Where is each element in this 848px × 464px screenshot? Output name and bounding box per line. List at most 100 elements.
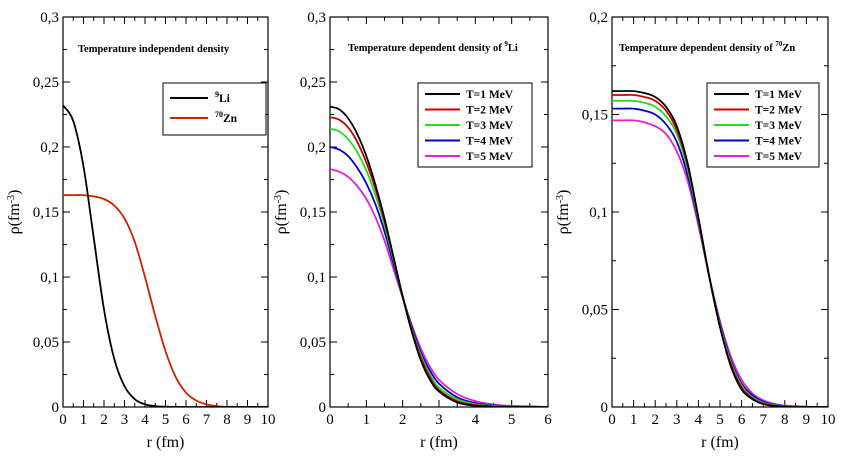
x-tick-label: 10 — [261, 412, 276, 428]
panel-title-text: Temperature dependent density of — [348, 43, 504, 54]
panel-title-text: Temperature dependent density of — [619, 43, 775, 54]
y-axis-label-suffix: ) — [555, 190, 572, 195]
y-tick-label: 0,05 — [33, 335, 59, 351]
y-tick-label: 0,1 — [307, 270, 326, 286]
x-tick-label: 9 — [244, 412, 252, 428]
legend-box — [162, 82, 267, 136]
y-axis-label-text: ρ(fm — [555, 203, 572, 235]
y-tick-label: 0,15 — [33, 205, 59, 221]
y-tick-label: 0 — [52, 400, 60, 416]
legend-label: T=3 MeV — [755, 120, 803, 132]
x-tick-label: 3 — [673, 412, 681, 428]
y-tick-label: 0,25 — [33, 75, 59, 91]
x-axis-label: r (fm) — [420, 434, 458, 451]
y-tick-label: 0,2 — [589, 10, 608, 26]
panel-title: Temperature independent density — [78, 44, 230, 55]
x-tick-label: 5 — [508, 412, 516, 428]
y-axis-label-suffix: ) — [273, 190, 290, 195]
series-group — [330, 105, 548, 407]
y-tick-label: 0,3 — [40, 10, 59, 26]
panel-title: Temperature dependent density of 70Zn — [619, 40, 795, 54]
x-tick-label: 1 — [80, 412, 88, 428]
panel-title-suffix: Li — [508, 43, 518, 54]
y-axis-label: ρ(fm-3) — [6, 190, 23, 235]
plot-frame — [329, 16, 549, 408]
x-tick-label: 5 — [716, 412, 724, 428]
legend-label: T=5 MeV — [755, 151, 803, 163]
plot-frame — [611, 16, 829, 408]
legend-label: T=5 MeV — [466, 151, 514, 163]
panel-title-text: Temperature independent density — [78, 44, 230, 55]
legend-label-text: Li — [219, 93, 231, 105]
y-axis-label-suffix: ) — [6, 190, 23, 195]
series-line — [330, 127, 548, 407]
y-tick-label: 0,25 — [300, 75, 326, 91]
panel-title: Temperature dependent density of 9Li — [348, 40, 518, 54]
x-tick-label: 7 — [759, 412, 767, 428]
chart-panel-2: 0 1 2 3 4 5 6 0 0,05 0,1 0,15 0,2 0,25 0,3 r (fm) ρ(fm-… — [273, 10, 552, 451]
x-tick-label: 5 — [162, 412, 170, 428]
legend-label-text: Zn — [223, 113, 238, 125]
panel-title-superscript: 9 — [504, 40, 508, 48]
series-line — [330, 105, 548, 407]
x-tick-label: 2 — [100, 412, 108, 428]
x-tick-label: 1 — [363, 412, 371, 428]
y-axis-label-text: ρ(fm — [6, 203, 23, 235]
x-tick-label: 8 — [223, 412, 231, 428]
legend-label: T=4 MeV — [755, 136, 803, 148]
legend-label-superscript: 70 — [215, 110, 223, 119]
y-tick-label: 0,15 — [582, 108, 608, 124]
series-line — [330, 168, 548, 407]
legend: T=1 MeV T=2 MeV T=3 MeV T=4 MeV T=5 MeV — [417, 82, 533, 168]
y-axis-label-superscript: -3 — [6, 195, 17, 203]
y-tick-label: 0,3 — [307, 10, 326, 26]
y-axis-label-superscript: -3 — [273, 195, 284, 203]
x-tick-label: 6 — [182, 412, 190, 428]
y-tick-label: 0,1 — [589, 205, 608, 221]
series-line — [330, 146, 548, 407]
x-tick-label: 9 — [803, 412, 811, 428]
legend: 9Li 70Zn — [162, 82, 267, 136]
y-axis-label-text: ρ(fm — [273, 203, 290, 235]
y-tick-label: 0 — [601, 400, 609, 416]
y-tick-label: 0 — [319, 400, 327, 416]
x-tick-label: 3 — [121, 412, 129, 428]
x-tick-label: 0 — [59, 412, 67, 428]
y-axis-label-group: ρ(fm-3) — [555, 190, 572, 235]
y-axis-label-group: ρ(fm-3) — [6, 190, 23, 235]
x-tick-label: 2 — [651, 412, 659, 428]
y-tick-label: 0,2 — [40, 140, 59, 156]
panel-title-superscript: 70 — [775, 40, 783, 48]
x-tick-label: 2 — [399, 412, 407, 428]
series-line — [612, 90, 828, 407]
y-axis-label: ρ(fm-3) — [273, 190, 290, 235]
series-line — [63, 194, 268, 407]
y-tick-label: 0,05 — [300, 335, 326, 351]
legend-label: T=2 MeV — [466, 105, 514, 117]
x-tick-label: 1 — [630, 412, 638, 428]
x-tick-label: 6 — [738, 412, 746, 428]
x-axis-label: r (fm) — [701, 434, 739, 451]
x-tick-label: 7 — [203, 412, 211, 428]
legend-label: T=3 MeV — [466, 120, 514, 132]
x-tick-label: 0 — [608, 412, 616, 428]
series-group — [63, 104, 268, 407]
x-tick-label: 4 — [141, 412, 149, 428]
legend-label-superscript: 9 — [215, 90, 219, 99]
series-group — [612, 90, 828, 407]
panel-title-suffix: Zn — [782, 43, 795, 54]
y-tick-label: 0,15 — [300, 205, 326, 221]
legend-label: T=1 MeV — [755, 89, 803, 101]
series-line — [63, 104, 268, 407]
x-tick-label: 8 — [781, 412, 789, 428]
legend-label: 70Zn — [215, 110, 238, 125]
legend-label: T=2 MeV — [755, 105, 803, 117]
x-tick-label: 10 — [821, 412, 836, 428]
y-tick-label: 0,2 — [307, 140, 326, 156]
x-tick-label: 6 — [544, 412, 552, 428]
x-tick-label: 3 — [435, 412, 443, 428]
